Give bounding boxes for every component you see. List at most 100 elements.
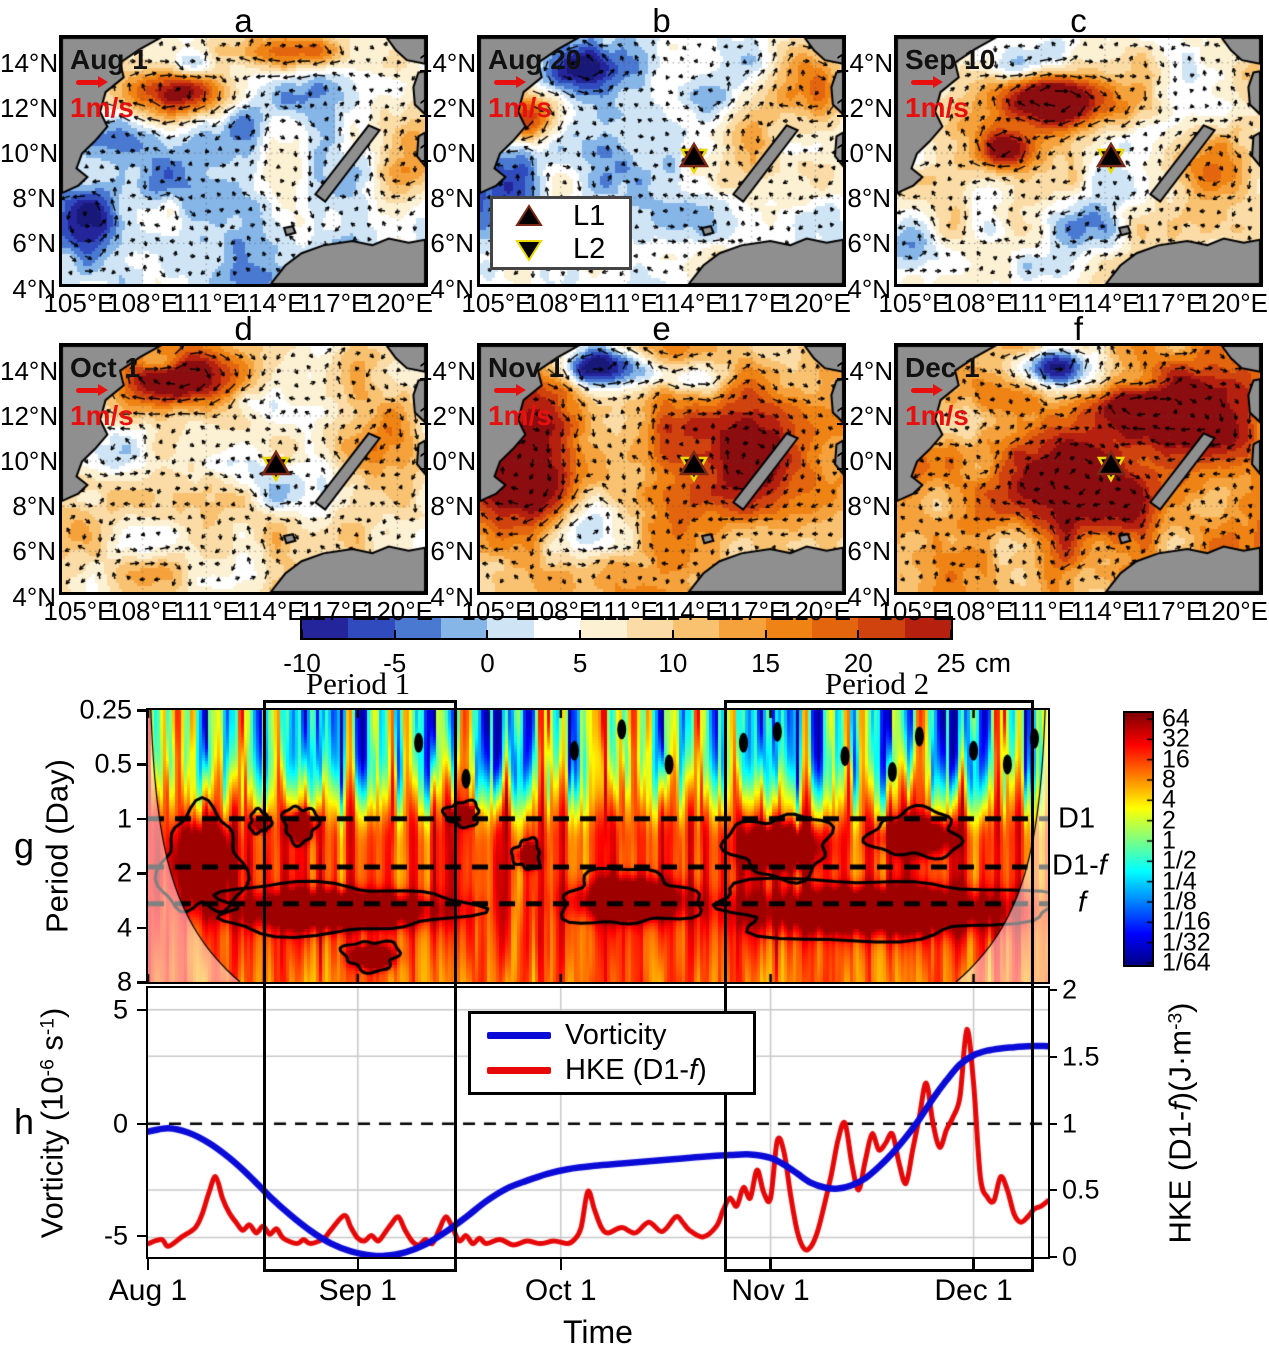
map-date-d: Oct 1 [70, 352, 141, 383]
time-axis-tick [146, 1258, 150, 1270]
l1-marker-icon [679, 141, 710, 167]
map-legend-l1-label: L1 [573, 199, 606, 232]
ssh-colorbar-cell [765, 618, 812, 638]
map-panel-f [894, 343, 1263, 595]
scale-label: 1m/s [488, 92, 552, 123]
panel-title-b: b [652, 2, 671, 39]
lat-tick-label: 6°N [430, 228, 474, 259]
scale-label: 1m/s [70, 92, 134, 123]
lat-tick-label: 6°N [430, 536, 474, 567]
ssh-colorbar-tick-label: -10 [283, 648, 321, 678]
lat-tick-label: 10°N [418, 446, 477, 477]
lat-tick-label: 10°N [0, 138, 59, 169]
scale-arrow-shaft [911, 388, 935, 393]
ssh-colorbar-tick-label: 20 [843, 648, 873, 678]
ssh-colorbar-cell [858, 618, 905, 638]
ssh-colorbar-cell [487, 618, 534, 638]
lat-tick-label: 8°N [430, 491, 474, 522]
map-legend-l2-label: L2 [573, 233, 606, 266]
lon-tick-label: 117°E [299, 288, 369, 318]
lat-tick-label: 4°N [430, 581, 474, 612]
ssh-colorbar-cell [672, 618, 720, 638]
scale-arrow-icon [76, 384, 110, 398]
lon-tick-label: 108°E [942, 596, 1014, 626]
wavelet-colorbar-tick-label: 1 [1162, 826, 1176, 855]
ts-left-tick [137, 1008, 146, 1012]
scale-arrow-icon [911, 384, 945, 398]
ssh-colorbar-tick-label: 25 [936, 648, 966, 678]
lat-tick-label: 14°N [835, 47, 894, 78]
time-tick-label: Dec 1 [934, 1274, 1013, 1307]
scale-arrow-head [516, 76, 526, 88]
lon-tick-label: 105°E [461, 596, 533, 626]
legend-vorticity-label: Vorticity [565, 1019, 667, 1052]
hke-tick-label: 0.5 [1062, 1174, 1100, 1205]
wavelet-colorbar-tick-label: 1/16 [1162, 907, 1211, 936]
ssh-colorbar-tick [301, 630, 303, 638]
lon-tick-label: 114°E [235, 596, 305, 626]
timeseries-legend: Vorticity HKE (D1-f) [468, 1011, 756, 1095]
station-markers [679, 141, 710, 175]
wavelet-colorbar [1123, 711, 1154, 967]
lon-tick-label: 114°E [235, 288, 305, 318]
panel-title-e: e [652, 310, 671, 347]
time-tick-label: Oct 1 [524, 1274, 597, 1307]
map-date-b: Aug 20 [488, 44, 582, 75]
wavelet-colorbar-tick-label: 32 [1162, 724, 1190, 753]
ssh-colorbar-tick-label: 0 [480, 648, 495, 678]
l1-marker-icon [261, 449, 292, 475]
hke-axis-label: HKE (D1-f)(J·m-3) [1162, 1002, 1198, 1244]
lon-tick-label: 117°E [717, 596, 787, 626]
wavelet-y-tick [137, 763, 146, 766]
lon-tick-label: 105°E [878, 596, 950, 626]
ssh-colorbar-tick-label: 10 [658, 648, 688, 678]
wavelet-y-tick-label: 8 [116, 966, 132, 997]
lon-tick-label: 111°E [1007, 288, 1075, 318]
map-date-c: Sep 10 [905, 44, 996, 75]
wavelet-y-tick [137, 926, 146, 930]
wavelet-y-tick [137, 872, 146, 875]
map-date-e: Nov 1 [488, 352, 565, 383]
map-panel-a [59, 35, 428, 287]
time-axis-tick [972, 1258, 975, 1270]
ssh-colorbar-tick [764, 630, 767, 638]
scale-arrow-head [933, 76, 943, 88]
legend-row-vorticity: Vorticity [471, 1019, 753, 1052]
vorticity-tick-label: 0 [112, 1108, 128, 1139]
ssh-colorbar-cell [904, 618, 952, 638]
wavelet-colorbar-tick-label: 1/4 [1162, 867, 1197, 896]
map-panel-e [477, 343, 846, 595]
ssh-colorbar-cell [811, 618, 859, 638]
map-legend: L1 L2 [490, 196, 632, 270]
scale-arrow-icon [76, 76, 110, 90]
hke-tick-label: 1.5 [1062, 1041, 1100, 1072]
lat-tick-label: 10°N [835, 446, 894, 477]
lat-tick-label: 6°N [847, 228, 891, 259]
scale-arrow-head [516, 384, 526, 396]
scale-arrow-head [98, 76, 108, 88]
ssh-colorbar-cell [580, 618, 627, 638]
station-markers [679, 449, 710, 483]
lat-tick-label: 6°N [847, 536, 891, 567]
lat-tick-label: 8°N [847, 491, 891, 522]
lat-tick-label: 12°N [0, 400, 59, 431]
lon-tick-label: 117°E [299, 596, 369, 626]
map-date-f: Dec 1 [905, 352, 980, 383]
ssh-colorbar-tick [393, 630, 396, 638]
lon-tick-label: 114°E [653, 288, 723, 318]
ssh-colorbar-cell [533, 618, 581, 638]
scale-arrow-icon [494, 384, 528, 398]
lat-tick-label: 8°N [12, 183, 56, 214]
lon-tick-label: 114°E [1070, 596, 1140, 626]
lat-tick-label: 12°N [418, 400, 477, 431]
wavelet-colorbar-tick-label: 2 [1162, 806, 1176, 835]
ts-right-tick [1048, 1255, 1057, 1259]
map-canvas-c [897, 38, 1260, 284]
wavelet-y-tick-label: 2 [116, 857, 132, 888]
ssh-colorbar-tick-label: 5 [572, 648, 588, 678]
lon-tick-label: 111°E [172, 288, 240, 318]
lat-tick-label: 6°N [12, 536, 56, 567]
hke-tick-label: 1 [1062, 1108, 1078, 1139]
time-axis-label: Time [563, 1314, 633, 1350]
